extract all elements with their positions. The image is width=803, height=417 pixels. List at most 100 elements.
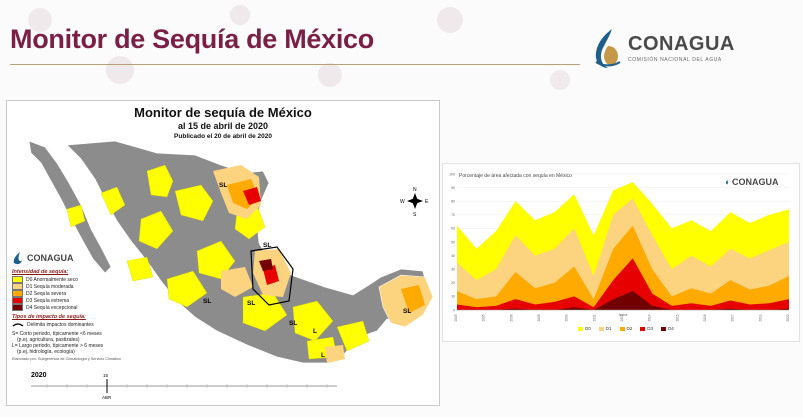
series-area-d4 xyxy=(457,290,789,310)
chart-legend-item: D3 xyxy=(640,326,653,331)
legend-swatch xyxy=(12,297,23,304)
legend-item: D1 Sequía moderada xyxy=(12,283,162,290)
x-tick-label: 2012 xyxy=(620,314,624,321)
legend-swatch xyxy=(661,326,667,331)
chart-legend-item: D4 xyxy=(661,326,674,331)
x-tick-label: 2011 xyxy=(592,314,596,321)
legend-label: D3 xyxy=(647,326,654,331)
chart-title: Porcentaje de área afectada con sequía e… xyxy=(459,173,572,179)
x-tick-label: 2009 xyxy=(565,314,569,321)
legend-label: D2 xyxy=(626,326,633,331)
legend-swatch xyxy=(578,326,583,331)
logo-name: CONAGUA xyxy=(628,33,735,55)
x-tick-label: 2008 xyxy=(537,314,541,321)
svg-text:N: N xyxy=(413,187,417,193)
legend-item: D0 Anormalmente seco xyxy=(12,276,162,283)
series-area-d2 xyxy=(457,225,789,310)
map-date: al 15 de abril de 2020 xyxy=(177,121,269,131)
legend-item: D3 Sequía extrema xyxy=(12,297,162,304)
legend-impact-line: Delimita impactos dominantes xyxy=(12,321,162,328)
y-tick-label: 20 xyxy=(451,281,455,285)
legend-swatch xyxy=(12,276,23,283)
legend-swatch xyxy=(598,326,604,331)
map-credit: Elaborado por: Subgerencia de Climatolog… xyxy=(12,357,121,361)
area-chart: 0 10 20 30 40 50 60 70 80 90 100 2003 2005 2006 2008 20… xyxy=(449,172,790,321)
map-logo-name: CONAGUA xyxy=(27,253,74,263)
y-tick-label: 80 xyxy=(451,200,455,204)
x-tick-label: 2014 xyxy=(648,314,652,321)
conagua-logo: CONAGUA COMISIÓN NACIONAL DEL AGUA xyxy=(590,26,770,70)
chart-legend: D0 D1 D2 D3 D4 xyxy=(578,326,674,331)
series-area-d3 xyxy=(457,258,789,310)
impact-label: SL xyxy=(263,242,271,249)
legend-swatch xyxy=(12,283,23,290)
y-tick-label: 40 xyxy=(451,254,455,258)
y-tick-label: 70 xyxy=(451,213,455,217)
impact-label: SL xyxy=(403,308,411,315)
y-tick-label: 10 xyxy=(451,295,455,299)
chart-logo: ◖ CONAGUA xyxy=(724,177,779,187)
background-pattern xyxy=(28,5,570,90)
chart-legend-item: D0 xyxy=(578,326,591,331)
compass-icon: N S E W xyxy=(400,187,429,218)
title-divider xyxy=(10,64,580,65)
x-tick-label: 2016 xyxy=(703,314,707,321)
map-published: Publicado el 20 de abril de 2020 xyxy=(174,133,272,140)
y-tick-label: 50 xyxy=(451,240,455,244)
y-tick-label: 100 xyxy=(449,172,455,176)
x-tick-label: 2020 xyxy=(786,314,790,321)
legend-label: D4 xyxy=(668,326,674,331)
legend-label: D1 xyxy=(605,326,612,331)
x-axis-label: fecha xyxy=(619,313,628,317)
legend-swatch xyxy=(619,326,625,331)
x-tick-label: 2006 xyxy=(509,314,513,321)
y-tick-label: 30 xyxy=(451,268,455,272)
drought-area-chart-panel: Porcentaje de área afectada con sequía e… xyxy=(442,163,800,342)
svg-text:W: W xyxy=(400,199,405,205)
x-tick-label: 2017 xyxy=(731,314,735,321)
legend-swatch xyxy=(12,290,23,297)
timeline-year: 2020 xyxy=(31,372,47,379)
impact-label: SL xyxy=(203,298,211,305)
conagua-drop-icon xyxy=(595,29,621,68)
timeline-bar: 2020 15 ABR xyxy=(31,372,337,400)
impact-label: SL xyxy=(247,300,255,307)
legend-swatch xyxy=(640,326,646,331)
legend-label: D0 xyxy=(585,326,591,331)
mexico-drought-map: SL SL SL SL SL L L SL N S E W xyxy=(28,140,434,400)
svg-text:S: S xyxy=(413,212,417,218)
intensity-heading: Intensidad de sequía: xyxy=(12,269,69,275)
y-tick-label: 60 xyxy=(451,227,455,231)
x-tick-label: 2015 xyxy=(675,314,679,321)
legend-swatch xyxy=(12,304,23,311)
legend-long-term: L= Largo periodo, típicamente > 6 meses xyxy=(12,343,104,349)
conagua-drop-icon xyxy=(13,252,22,265)
impact-label: SL xyxy=(289,320,297,327)
legend-long-term-example: (p.ej. hidrología, ecología) xyxy=(17,349,75,355)
impact-heading: Tipos de impacto de sequía: xyxy=(12,314,86,320)
impact-label: L xyxy=(313,328,317,335)
map-legend: CONAGUA Intensidad de sequía: D0 Anormal… xyxy=(12,251,162,401)
timeline-day: 15 xyxy=(103,373,109,378)
legend-short-term-example: (p.ej. agricultura, pastizales) xyxy=(17,337,80,343)
logo-subtitle: COMISIÓN NACIONAL DEL AGUA xyxy=(628,57,722,63)
drought-map-panel: Monitor de sequía de México al 15 de abr… xyxy=(6,100,440,406)
chart-legend-item: D1 xyxy=(598,326,612,331)
timeline-month: ABR xyxy=(102,395,112,400)
conagua-drop-icon: ◖ xyxy=(724,177,730,187)
legend-item: D4 Sequía excepcional xyxy=(12,304,162,311)
y-tick-label: 0 xyxy=(453,308,455,312)
legend-item: D2 Sequía severa xyxy=(12,290,162,297)
x-tick-label: 2019 xyxy=(758,314,762,321)
legend-short-term: S= Corto periodo, típicamente <6 meses xyxy=(12,331,102,337)
page-title: Monitor de Sequía de México xyxy=(10,24,374,54)
svg-text:E: E xyxy=(425,199,429,205)
x-tick-label: 2003 xyxy=(454,314,458,321)
x-tick-label: 2005 xyxy=(482,314,486,321)
impact-label: L xyxy=(321,352,325,359)
map-title: Monitor de sequía de México xyxy=(134,105,312,120)
chart-legend-item: D2 xyxy=(619,326,633,331)
y-tick-label: 90 xyxy=(451,186,455,190)
impact-label: SL xyxy=(219,182,227,189)
